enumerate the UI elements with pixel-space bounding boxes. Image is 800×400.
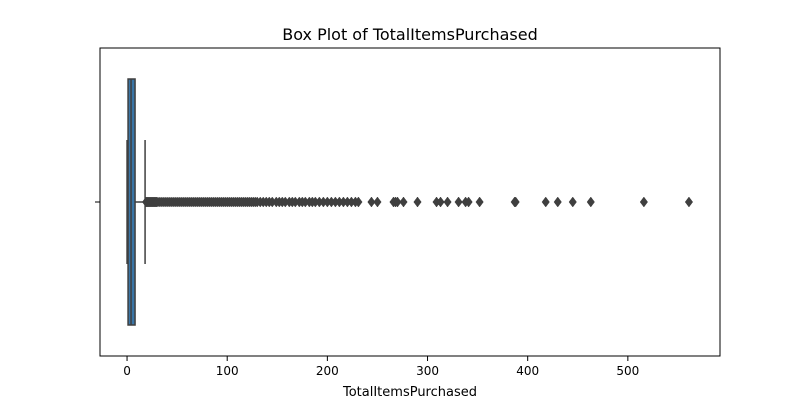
x-tick-label: 500 [616, 364, 639, 378]
outlier-point [553, 196, 562, 208]
outlier-point [568, 196, 577, 208]
outlier-point [454, 196, 463, 208]
x-tick-label: 100 [216, 364, 239, 378]
chart-title: Box Plot of TotalItemsPurchased [282, 25, 538, 44]
outlier-point [475, 196, 484, 208]
outlier-point [373, 196, 382, 208]
outlier-point [354, 196, 363, 208]
outlier-point [413, 196, 422, 208]
outlier-point [586, 196, 595, 208]
outlier-point [639, 196, 648, 208]
outlier-point [541, 196, 550, 208]
outlier-point [684, 196, 694, 208]
x-axis-ticks: 0 100 200 300 400 500 [123, 356, 639, 378]
x-tick-label: 0 [123, 364, 131, 378]
outlier-point [464, 196, 473, 208]
x-tick-label: 300 [416, 364, 439, 378]
x-tick-label: 200 [316, 364, 339, 378]
outlier-point [436, 196, 445, 208]
outlier-point [393, 196, 402, 208]
x-axis-label: TotalItemsPurchased [342, 385, 477, 400]
x-tick-label: 400 [516, 364, 539, 378]
outlier-point [399, 196, 408, 208]
outlier-point [511, 196, 520, 208]
plot-content [126, 78, 694, 326]
outlier-point [443, 196, 452, 208]
outlier-point [367, 196, 376, 208]
